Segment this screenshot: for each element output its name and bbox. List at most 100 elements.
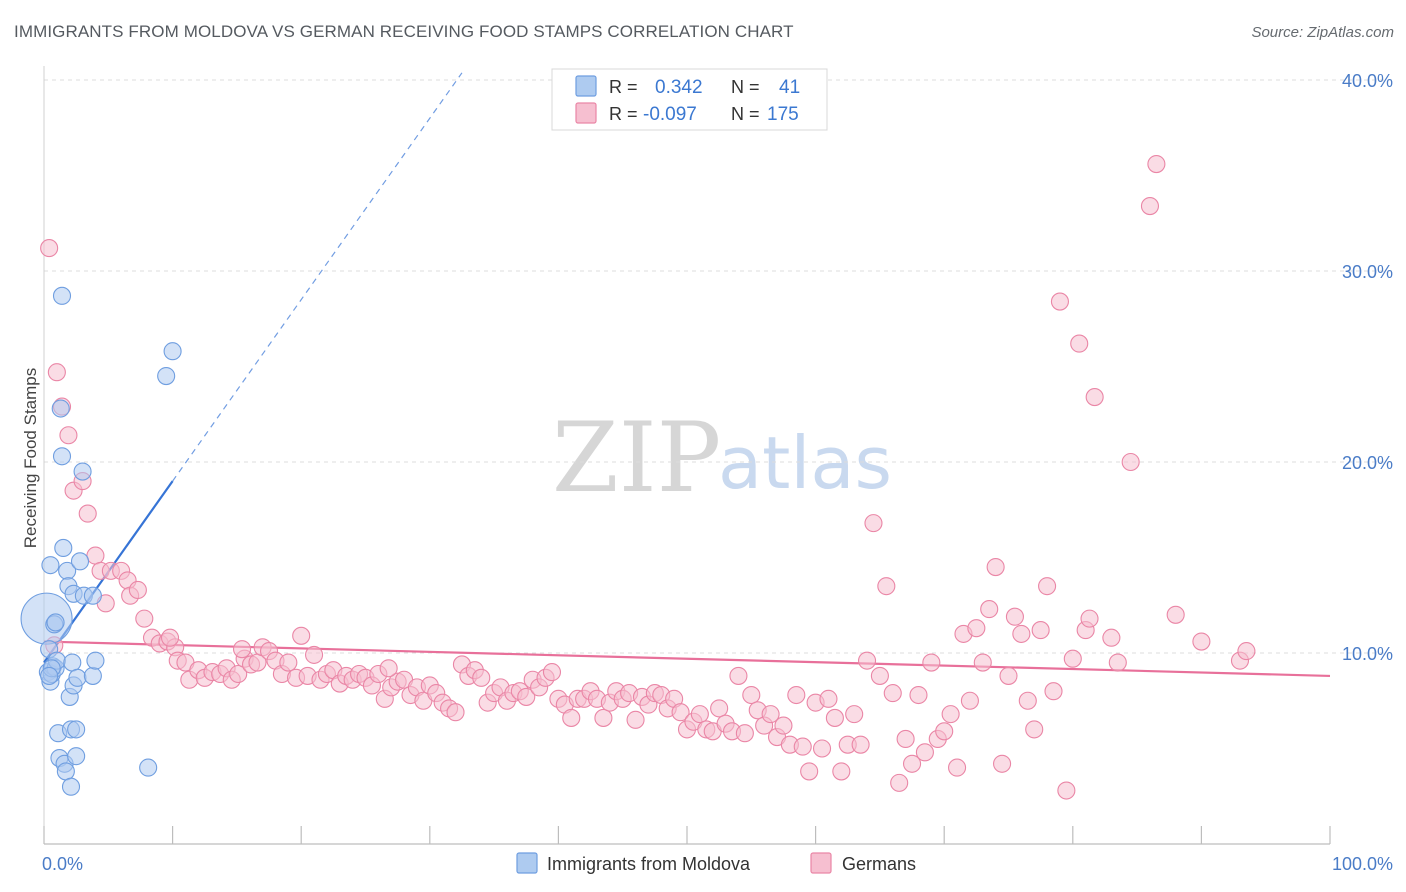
- point-germans: [1237, 642, 1256, 661]
- point-germans: [1050, 292, 1069, 311]
- point-moldova: [139, 758, 158, 777]
- bottom-legend: Immigrants from Moldova Germans: [516, 852, 916, 874]
- y-tick-label: 40.0%: [1342, 71, 1393, 91]
- point-moldova: [52, 286, 72, 305]
- point-germans: [967, 619, 986, 638]
- point-moldova: [51, 399, 70, 418]
- point-germans: [1070, 334, 1089, 353]
- grid-lines: [44, 79, 1392, 654]
- point-germans: [1080, 609, 1099, 628]
- point-germans: [890, 773, 909, 792]
- point-germans: [232, 640, 252, 659]
- point-germans: [626, 710, 645, 729]
- point-germans: [935, 722, 954, 741]
- legend-swatch-moldova: [575, 75, 597, 97]
- point-germans: [742, 685, 761, 705]
- point-germans: [1192, 632, 1211, 651]
- bottom-legend-swatch-germans: [810, 852, 832, 874]
- point-germans: [980, 600, 999, 619]
- point-germans: [973, 653, 992, 672]
- point-germans: [710, 699, 729, 718]
- point-germans: [1012, 624, 1031, 643]
- legend-n-value-2: 175: [767, 104, 799, 125]
- point-germans: [1063, 649, 1082, 668]
- point-germans: [1147, 154, 1166, 174]
- legend-swatch-germans: [575, 102, 597, 124]
- point-moldova: [70, 552, 90, 571]
- point-moldova: [56, 762, 75, 781]
- point-germans: [993, 754, 1012, 773]
- x-tick-label: 100.0%: [1332, 854, 1393, 874]
- point-germans: [59, 426, 78, 445]
- chart-source: Source: ZipAtlas.com: [1251, 24, 1394, 41]
- point-germans: [562, 708, 581, 727]
- point-germans: [1102, 628, 1121, 647]
- legend-r-label-1: R =: [609, 77, 638, 97]
- point-germans: [1044, 682, 1063, 701]
- point-moldova: [46, 613, 65, 632]
- bottom-legend-moldova: Immigrants from Moldova: [547, 854, 751, 874]
- point-moldova: [54, 538, 73, 558]
- point-germans: [1038, 577, 1057, 596]
- chart-title: IMMIGRANTS FROM MOLDOVA VS GERMAN RECEIV…: [14, 22, 794, 41]
- point-moldova: [68, 668, 87, 687]
- point-germans: [877, 577, 896, 596]
- data-points: [20, 154, 1256, 800]
- point-germans: [909, 685, 928, 705]
- point-germans: [864, 514, 883, 533]
- point-germans: [832, 762, 851, 781]
- point-germans: [922, 653, 941, 672]
- watermark: ZIP atlas: [552, 402, 892, 514]
- point-moldova: [163, 342, 182, 361]
- point-moldova: [67, 720, 86, 739]
- legend-box: R = 0.342 N = 41 R = -0.097 N = 175: [551, 68, 828, 131]
- point-germans: [902, 754, 922, 773]
- point-germans: [941, 705, 960, 724]
- y-tick-label: 20.0%: [1342, 453, 1393, 473]
- legend-n-value-1: 41: [779, 77, 800, 98]
- point-germans: [793, 737, 812, 756]
- point-germans: [1018, 691, 1037, 710]
- point-germans: [825, 708, 844, 727]
- bottom-legend-swatch-moldova: [516, 852, 538, 874]
- tick-labels: 10.0% 20.0% 30.0% 40.0% 0.0% 100.0%: [42, 71, 1393, 874]
- point-germans: [800, 762, 819, 781]
- point-germans: [845, 705, 864, 724]
- point-germans: [986, 557, 1005, 577]
- point-germans: [542, 663, 562, 682]
- point-germans: [1025, 720, 1044, 739]
- point-moldova: [83, 666, 102, 685]
- point-germans: [128, 580, 147, 600]
- point-germans: [787, 685, 806, 705]
- point-germans: [305, 645, 324, 664]
- watermark-zip: ZIP: [552, 402, 721, 514]
- point-germans: [1108, 653, 1127, 672]
- point-germans: [851, 735, 870, 754]
- point-germans: [517, 687, 536, 706]
- point-germans: [160, 628, 180, 647]
- point-germans: [774, 716, 793, 735]
- bottom-legend-germans: Germans: [842, 854, 916, 874]
- legend-r-value-1: 0.342: [655, 77, 703, 98]
- point-germans: [1121, 452, 1140, 472]
- point-germans: [40, 239, 59, 258]
- point-moldova: [86, 651, 105, 670]
- point-germans: [735, 724, 754, 743]
- point-germans: [1140, 197, 1160, 216]
- point-germans: [472, 668, 491, 687]
- legend-n-label-2: N =: [731, 104, 760, 124]
- point-germans: [1166, 605, 1185, 624]
- point-germans: [446, 703, 465, 722]
- point-germans: [1085, 388, 1104, 407]
- x-tick-label: 0.0%: [42, 854, 83, 874]
- point-germans: [78, 504, 97, 523]
- point-germans: [883, 684, 902, 703]
- watermark-atlas: atlas: [718, 421, 892, 505]
- point-moldova: [157, 366, 176, 386]
- trend-lines: [43, 72, 1331, 678]
- y-axis-title: Receiving Food Stamps: [21, 368, 40, 548]
- legend-n-label-1: N =: [731, 77, 760, 97]
- point-germans: [960, 691, 979, 710]
- point-moldova: [20, 592, 73, 645]
